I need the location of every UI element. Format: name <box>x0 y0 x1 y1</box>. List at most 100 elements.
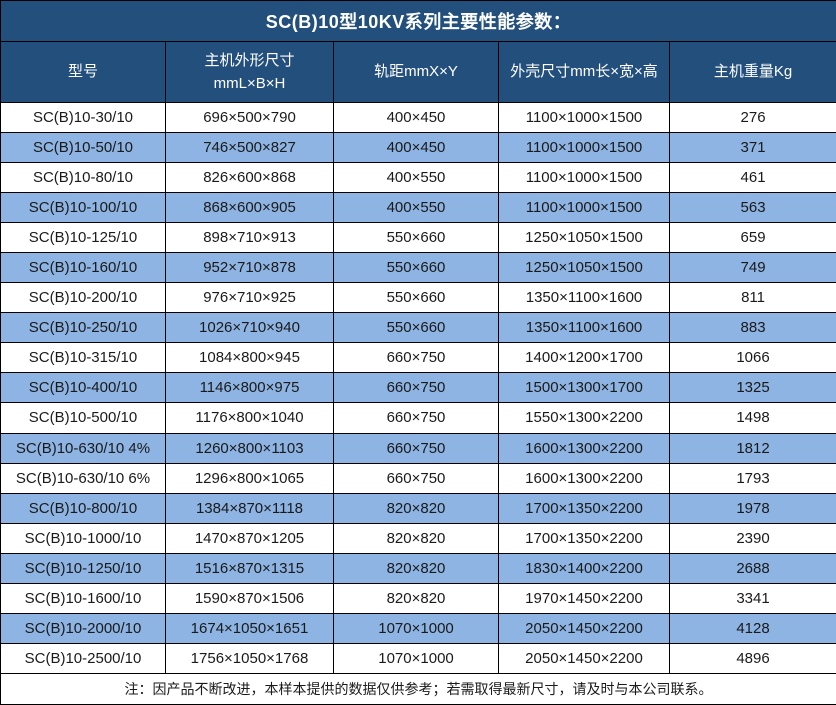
table-cell: 563 <box>668 192 836 224</box>
table-row: SC(B)10-50/10 746×500×827 400×450 1100×1000… <box>0 132 836 164</box>
table-row: SC(B)10-2000/10 1674×1050×1651 1070×1000 20… <box>0 612 836 644</box>
table-cell: 659 <box>668 222 836 254</box>
column-header-shell-size: 外壳尺寸mm长×宽×高 <box>498 41 670 103</box>
table-cell: 3341 <box>668 582 836 614</box>
table-cell: SC(B)10-30/10 <box>0 101 166 134</box>
table-row: SC(B)10-100/10 868×600×905 400×550 1100×100… <box>0 192 836 224</box>
table-cell: 1812 <box>668 432 836 464</box>
table-cell: 1100×1000×1500 <box>498 132 670 164</box>
table-cell: 1500×1300×1700 <box>498 372 670 404</box>
table-cell: 976×710×925 <box>165 282 334 314</box>
table-cell: 1756×1050×1768 <box>165 642 334 675</box>
table-cell: 1516×870×1315 <box>165 552 334 584</box>
table-cell: SC(B)10-1250/10 <box>0 552 166 584</box>
table-cell: 1070×1000 <box>333 642 499 675</box>
table-cell: 820×820 <box>333 552 499 584</box>
table-cell: 1384×870×1118 <box>165 492 334 524</box>
table-cell: 400×450 <box>333 132 499 164</box>
table-row: SC(B)10-80/10 826×600×868 400×550 1100×1000… <box>0 162 836 194</box>
table-cell: SC(B)10-80/10 <box>0 162 166 194</box>
table-cell: 1970×1450×2200 <box>498 582 670 614</box>
table-cell: SC(B)10-630/10 4% <box>0 432 166 464</box>
table-cell: 660×750 <box>333 372 499 404</box>
table-cell: SC(B)10-50/10 <box>0 132 166 164</box>
table-cell: SC(B)10-500/10 <box>0 402 166 434</box>
column-header-dimensions-line2: mmL×B×H <box>213 75 286 92</box>
table-cell: 461 <box>668 162 836 194</box>
table-cell: 4128 <box>668 612 836 644</box>
table-row: SC(B)10-160/10 952×710×878 550×660 1250×105… <box>0 252 836 284</box>
table-body: SC(B)10-30/10 696×500×790 400×450 1100×1000… <box>0 101 836 675</box>
table-cell: 1793 <box>668 462 836 494</box>
table-cell: 660×750 <box>333 432 499 464</box>
column-header-rail-gauge-label: 轨距mmX×Y <box>374 63 458 81</box>
table-cell: 1066 <box>668 342 836 374</box>
table-cell: 1350×1100×1600 <box>498 312 670 344</box>
table-row: SC(B)10-1000/10 1470×870×1205 820×820 1700×… <box>0 522 836 554</box>
table-cell: 696×500×790 <box>165 101 334 134</box>
table-cell: 883 <box>668 312 836 344</box>
table-cell: 826×600×868 <box>165 162 334 194</box>
table-cell: 276 <box>668 101 836 134</box>
table-cell: 868×600×905 <box>165 192 334 224</box>
table-cell: SC(B)10-315/10 <box>0 342 166 374</box>
table-row: SC(B)10-315/10 1084×800×945 660×750 1400×12… <box>0 342 836 374</box>
table-row: SC(B)10-1600/10 1590×870×1506 820×820 1970×… <box>0 582 836 614</box>
table-cell: SC(B)10-160/10 <box>0 252 166 284</box>
column-header-model-label: 型号 <box>67 63 98 81</box>
table-row: SC(B)10-30/10 696×500×790 400×450 1100×1000… <box>0 101 836 134</box>
table-cell: 952×710×878 <box>165 252 334 284</box>
table-cell: 2050×1450×2200 <box>498 612 670 644</box>
table-cell: SC(B)10-800/10 <box>0 492 166 524</box>
table-cell: 820×820 <box>333 492 499 524</box>
table-cell: 1700×1350×2200 <box>498 522 670 554</box>
table-cell: 1978 <box>668 492 836 524</box>
table-cell: 1700×1350×2200 <box>498 492 670 524</box>
table-cell: 4896 <box>668 642 836 675</box>
table-cell: 550×660 <box>333 252 499 284</box>
column-header-shell-size-label: 外壳尺寸mm长×宽×高 <box>510 63 658 81</box>
table-row: SC(B)10-500/10 1176×800×1040 660×750 1550×1… <box>0 402 836 434</box>
table-cell: 660×750 <box>333 462 499 494</box>
table-cell: 1084×800×945 <box>165 342 334 374</box>
column-header-model: 型号 <box>0 41 166 103</box>
table-cell: 2390 <box>668 522 836 554</box>
table-header-row: 型号 主机外形尺寸 mmL×B×H 轨距mmX×Y 外壳尺寸mm长×宽×高 主机… <box>0 41 836 103</box>
column-header-rail-gauge: 轨距mmX×Y <box>333 41 499 103</box>
table-cell: SC(B)10-400/10 <box>0 372 166 404</box>
table-cell: 400×550 <box>333 192 499 224</box>
table-cell: 1100×1000×1500 <box>498 162 670 194</box>
table-cell: 1550×1300×2200 <box>498 402 670 434</box>
table-cell: 1026×710×940 <box>165 312 334 344</box>
table-row: SC(B)10-630/10 6% 1296×800×1065 660×750 160… <box>0 462 836 494</box>
table-cell: 811 <box>668 282 836 314</box>
table-cell: 1498 <box>668 402 836 434</box>
table-cell: 1100×1000×1500 <box>498 101 670 134</box>
table-cell: 1296×800×1065 <box>165 462 334 494</box>
table-cell: 550×660 <box>333 312 499 344</box>
note-row: 注：因产品不断改进，本样本提供的数据仅供参考；若需取得最新尺寸，请及时与本公司联… <box>0 673 836 705</box>
column-header-dimensions: 主机外形尺寸 mmL×B×H <box>165 41 334 103</box>
table-cell: 1600×1300×2200 <box>498 432 670 464</box>
table-cell: 1250×1050×1500 <box>498 222 670 254</box>
table-cell: 1325 <box>668 372 836 404</box>
table-cell: SC(B)10-1600/10 <box>0 582 166 614</box>
table-cell: SC(B)10-250/10 <box>0 312 166 344</box>
table-cell: 1100×1000×1500 <box>498 192 670 224</box>
table-cell: 820×820 <box>333 582 499 614</box>
table-cell: 749 <box>668 252 836 284</box>
column-header-weight: 主机重量Kg <box>668 41 836 103</box>
table-cell: 1830×1400×2200 <box>498 552 670 584</box>
table-cell: 1260×800×1103 <box>165 432 334 464</box>
table-cell: 746×500×827 <box>165 132 334 164</box>
table-cell: 1350×1100×1600 <box>498 282 670 314</box>
column-header-weight-label: 主机重量Kg <box>713 63 793 81</box>
table-cell: 898×710×913 <box>165 222 334 254</box>
table-row: SC(B)10-250/10 1026×710×940 550×660 1350×11… <box>0 312 836 344</box>
table-cell: 1250×1050×1500 <box>498 252 670 284</box>
table-cell: 371 <box>668 132 836 164</box>
table-cell: 400×550 <box>333 162 499 194</box>
table-cell: 1470×870×1205 <box>165 522 334 554</box>
table-row: SC(B)10-200/10 976×710×925 550×660 1350×110… <box>0 282 836 314</box>
